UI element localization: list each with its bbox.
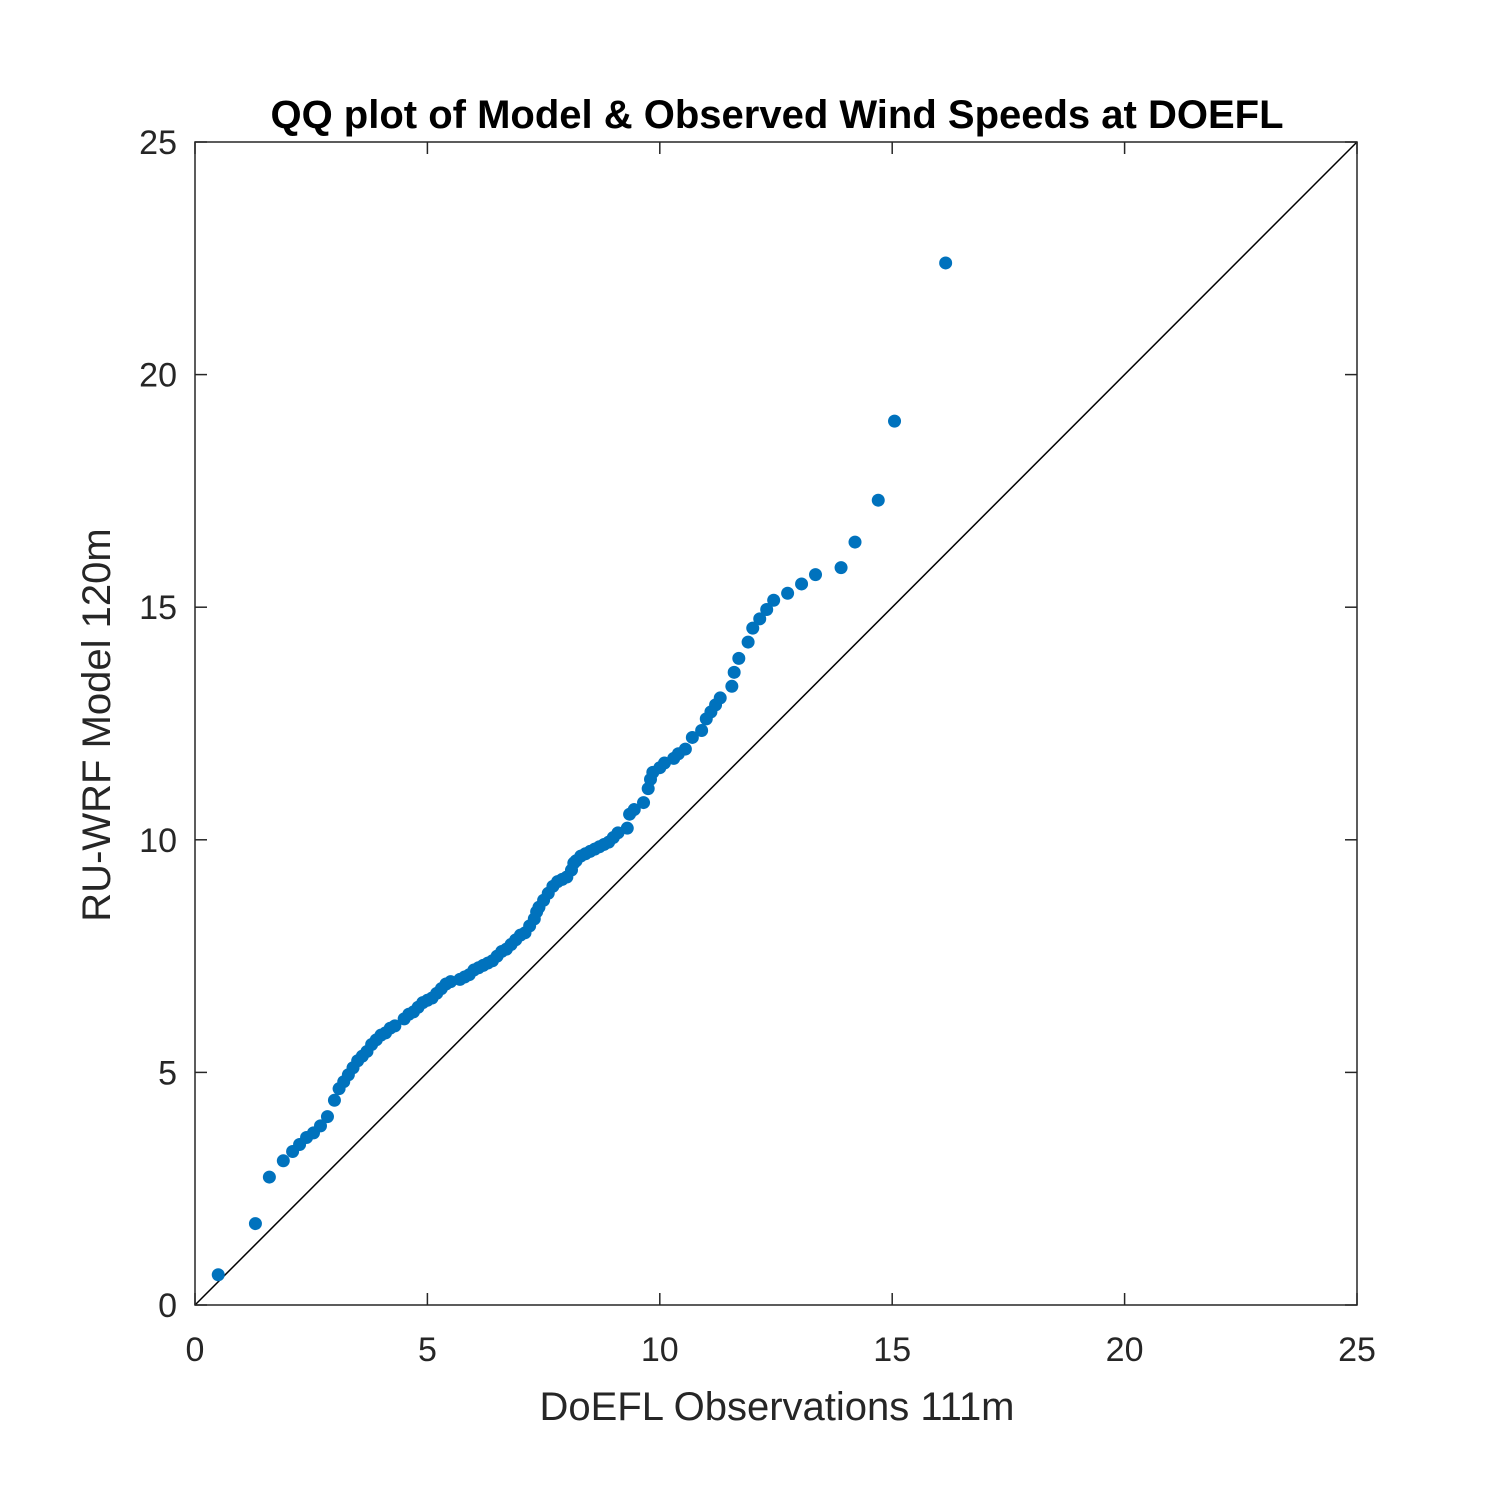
data-point: [627, 803, 641, 817]
data-point: [685, 730, 699, 744]
chart-title: QQ plot of Model & Observed Wind Speeds …: [270, 93, 1283, 137]
data-point: [713, 691, 727, 705]
data-point: [746, 621, 760, 635]
data-point: [767, 593, 781, 607]
data-points-layer: [211, 256, 953, 1282]
y-tick-label: 5: [158, 1054, 177, 1092]
y-tick-label: 15: [139, 589, 177, 627]
data-point: [262, 1170, 276, 1184]
y-tick-label: 10: [139, 822, 177, 860]
data-point: [327, 1093, 341, 1107]
data-point: [678, 742, 692, 756]
data-point: [695, 723, 709, 737]
x-axis-label: DoEFL Observations 111m: [539, 1385, 1014, 1429]
y-axis-label: RU-WRF Model 120m: [75, 528, 119, 921]
data-point: [732, 651, 746, 665]
data-point: [727, 665, 741, 679]
data-point: [888, 414, 902, 428]
y-tick-label: 0: [158, 1287, 177, 1325]
data-point: [871, 493, 885, 507]
plot-area-border: [194, 141, 1358, 1306]
data-point: [313, 1119, 327, 1133]
data-point: [637, 796, 651, 810]
data-point: [834, 561, 848, 575]
data-point: [848, 535, 862, 549]
data-point: [741, 635, 755, 649]
data-point: [760, 603, 774, 617]
data-point: [211, 1268, 225, 1282]
x-tick-label: 20: [1106, 1331, 1144, 1369]
data-point: [809, 568, 823, 582]
data-point: [620, 821, 634, 835]
x-tick-label: 15: [873, 1331, 911, 1369]
data-point: [320, 1110, 334, 1124]
y-tick-label: 20: [139, 357, 177, 395]
data-point: [388, 1019, 402, 1033]
data-point: [276, 1154, 290, 1168]
data-point: [781, 586, 795, 600]
data-point: [248, 1217, 262, 1231]
x-tick-label: 5: [418, 1331, 437, 1369]
data-point: [753, 612, 767, 626]
data-point: [795, 577, 809, 591]
reference-line: [194, 141, 1358, 1306]
reference-line-layer: [194, 141, 1358, 1306]
data-point: [939, 256, 953, 270]
x-tick-label: 0: [186, 1331, 205, 1369]
x-tick-label: 10: [641, 1331, 679, 1369]
y-tick-label: 25: [139, 124, 177, 162]
axes-layer: 0 5 10 15 20 25 0 5 10 15 20 25: [139, 124, 1376, 1369]
data-point: [725, 679, 739, 693]
x-tick-label: 25: [1338, 1331, 1376, 1369]
